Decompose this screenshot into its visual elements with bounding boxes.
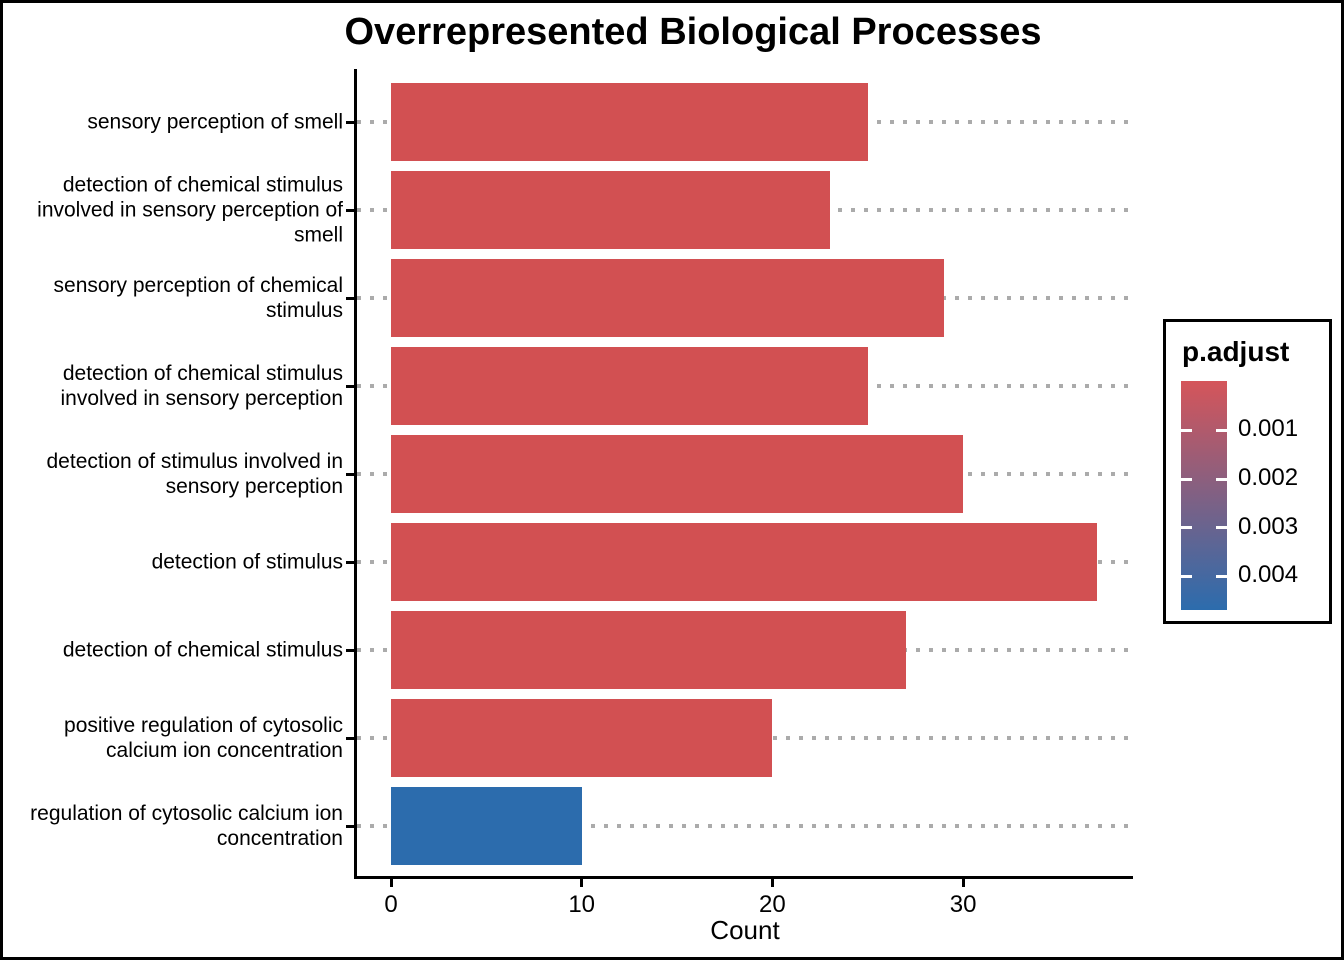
colorbar-tick-mark (1216, 477, 1227, 481)
bar (391, 83, 868, 161)
y-tick-mark (346, 384, 354, 388)
colorbar-tick-mark (1216, 526, 1227, 530)
x-tick-label: 10 (568, 891, 596, 918)
x-tick-mark (580, 879, 584, 887)
category-row: detection of chemical stimulus involved … (37, 166, 1133, 254)
y-tick-mark (346, 208, 354, 212)
category-row: regulation of cytosolic calcium ion conc… (30, 782, 1133, 870)
x-tick-mark (389, 879, 393, 887)
y-tick-mark (346, 560, 354, 564)
colorbar-tick-label: 0.001 (1238, 415, 1299, 442)
bar (391, 611, 906, 689)
dotted-gridline (357, 824, 1133, 828)
colorbar-tick-mark (1181, 526, 1192, 530)
y-tick-mark (346, 120, 354, 124)
legend-title: p.adjust (1182, 336, 1290, 367)
bar (391, 347, 868, 425)
colorbar-tick-mark (1181, 574, 1192, 578)
bar (391, 259, 945, 337)
category-label: sensory perception of chemical stimulus (53, 274, 343, 322)
chart-title: Overrepresented Biological Processes (344, 11, 1042, 53)
y-tick-mark (346, 472, 354, 476)
category-label: regulation of cytosolic calcium ion conc… (30, 802, 343, 850)
category-label: detection of stimulus involved in sensor… (46, 450, 344, 498)
category-row: positive regulation of cytosolic calcium… (64, 694, 1133, 782)
y-tick-mark (346, 824, 354, 828)
x-tick-label: 20 (759, 891, 786, 918)
x-tick-mark (961, 879, 965, 887)
x-tick-label: 30 (949, 891, 977, 918)
category-row: sensory perception of chemical stimulus (54, 254, 1133, 342)
y-tick-mark (346, 296, 354, 300)
category-label: positive regulation of cytosolic calcium… (64, 714, 343, 762)
bar-rows: sensory perception of smell detection of … (30, 78, 1133, 870)
category-row: detection of stimulus (152, 518, 1133, 606)
x-axis-title: Count (710, 915, 780, 945)
y-tick-mark (346, 736, 354, 740)
category-row: detection of stimulus involved in sensor… (47, 430, 1133, 518)
legend: p.adjust 0.001 0.002 0.003 0.004 (1163, 319, 1332, 624)
category-row: sensory perception of smell (87, 78, 1133, 166)
colorbar-tick-mark (1216, 574, 1227, 578)
x-tick-mark (770, 879, 774, 887)
legend-colorbar (1181, 381, 1227, 610)
category-label: detection of chemical stimulus involved … (37, 173, 343, 247)
category-row: detection of chemical stimulus (63, 606, 1133, 694)
colorbar-tick-label: 0.002 (1238, 464, 1299, 491)
bar (391, 435, 964, 513)
bar (391, 171, 830, 249)
category-label: detection of stimulus (151, 550, 343, 574)
colorbar-tick-label: 0.004 (1238, 561, 1299, 589)
colorbar-tick-mark (1181, 477, 1192, 481)
category-row: detection of chemical stimulus involved … (61, 342, 1133, 430)
y-tick-mark (346, 648, 354, 652)
bar (391, 787, 582, 865)
colorbar-tick-mark (1181, 428, 1192, 432)
x-axis: 0 10 20 30 (357, 879, 1133, 957)
bar (391, 699, 773, 777)
bar (391, 523, 1097, 601)
category-label: sensory perception of smell (87, 110, 343, 134)
colorbar-tick-label: 0.003 (1238, 512, 1299, 540)
plot-panel: sensory perception of smell detection of … (30, 69, 1133, 879)
colorbar-tick-mark (1216, 428, 1227, 432)
x-tick-label: 0 (384, 891, 398, 918)
category-label: detection of chemical stimulus (62, 638, 343, 662)
category-label: detection of chemical stimulus involved … (60, 362, 344, 410)
